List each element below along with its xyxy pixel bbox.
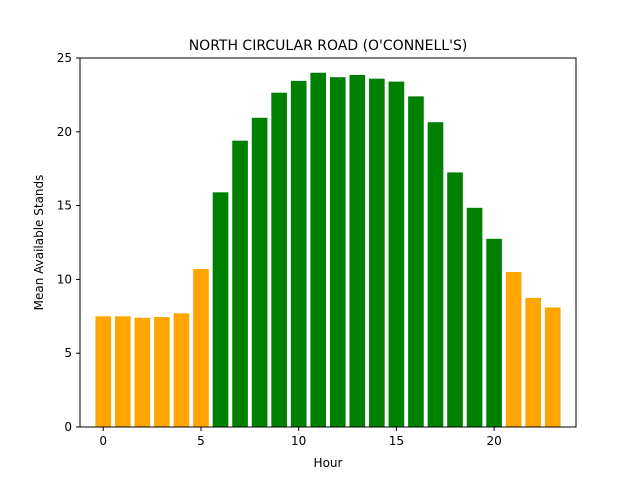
x-tick-label-5: 5 <box>197 434 205 448</box>
bar-hour-18 <box>447 172 463 427</box>
bar-hour-15 <box>388 81 405 427</box>
ticks-group: 0 5 10 15 20 0 5 10 15 20 25 <box>57 51 502 448</box>
plot-frame <box>79 57 577 428</box>
chart-title: NORTH CIRCULAR ROAD (O'CONNELL'S) <box>189 38 468 54</box>
bar-hour-9 <box>271 92 287 427</box>
bar-hour-2 <box>134 317 151 427</box>
x-axis-label: Hour <box>314 456 343 470</box>
bar-hour-8 <box>251 117 268 427</box>
x-tick-label-0: 0 <box>99 434 107 448</box>
y-tick-label-10: 10 <box>57 272 72 286</box>
y-tick-label-5: 5 <box>64 346 72 360</box>
bar-hour-3 <box>154 317 170 427</box>
bar-hour-7 <box>232 140 248 427</box>
bars-group <box>95 72 561 428</box>
bar-hour-23 <box>544 307 561 427</box>
x-tick-label-10: 10 <box>291 434 306 448</box>
bar-hour-13 <box>349 74 366 427</box>
y-tick-label-25: 25 <box>57 51 72 65</box>
y-tick-label-20: 20 <box>57 125 72 139</box>
bar-hour-14 <box>369 78 385 427</box>
x-tick-label-15: 15 <box>389 434 404 448</box>
x-tick-label-20: 20 <box>486 434 501 448</box>
bar-hour-20 <box>486 238 502 427</box>
bar-hour-11 <box>310 72 327 427</box>
bar-hour-1 <box>114 316 131 427</box>
y-tick-label-0: 0 <box>64 420 72 434</box>
bar-hour-19 <box>466 207 483 427</box>
y-axis-label: Mean Available Stands <box>32 175 46 311</box>
bar-hour-5 <box>193 269 209 427</box>
bar-hour-17 <box>427 122 444 428</box>
bar-hour-10 <box>290 80 307 428</box>
bar-hour-6 <box>212 192 229 427</box>
bar-hour-22 <box>525 297 542 427</box>
y-tick-label-15: 15 <box>57 199 72 213</box>
bar-hour-16 <box>408 96 424 427</box>
bar-hour-21 <box>505 272 522 427</box>
bar-hour-0 <box>95 316 112 427</box>
bar-hour-12 <box>329 77 346 428</box>
bar-hour-4 <box>173 313 190 427</box>
